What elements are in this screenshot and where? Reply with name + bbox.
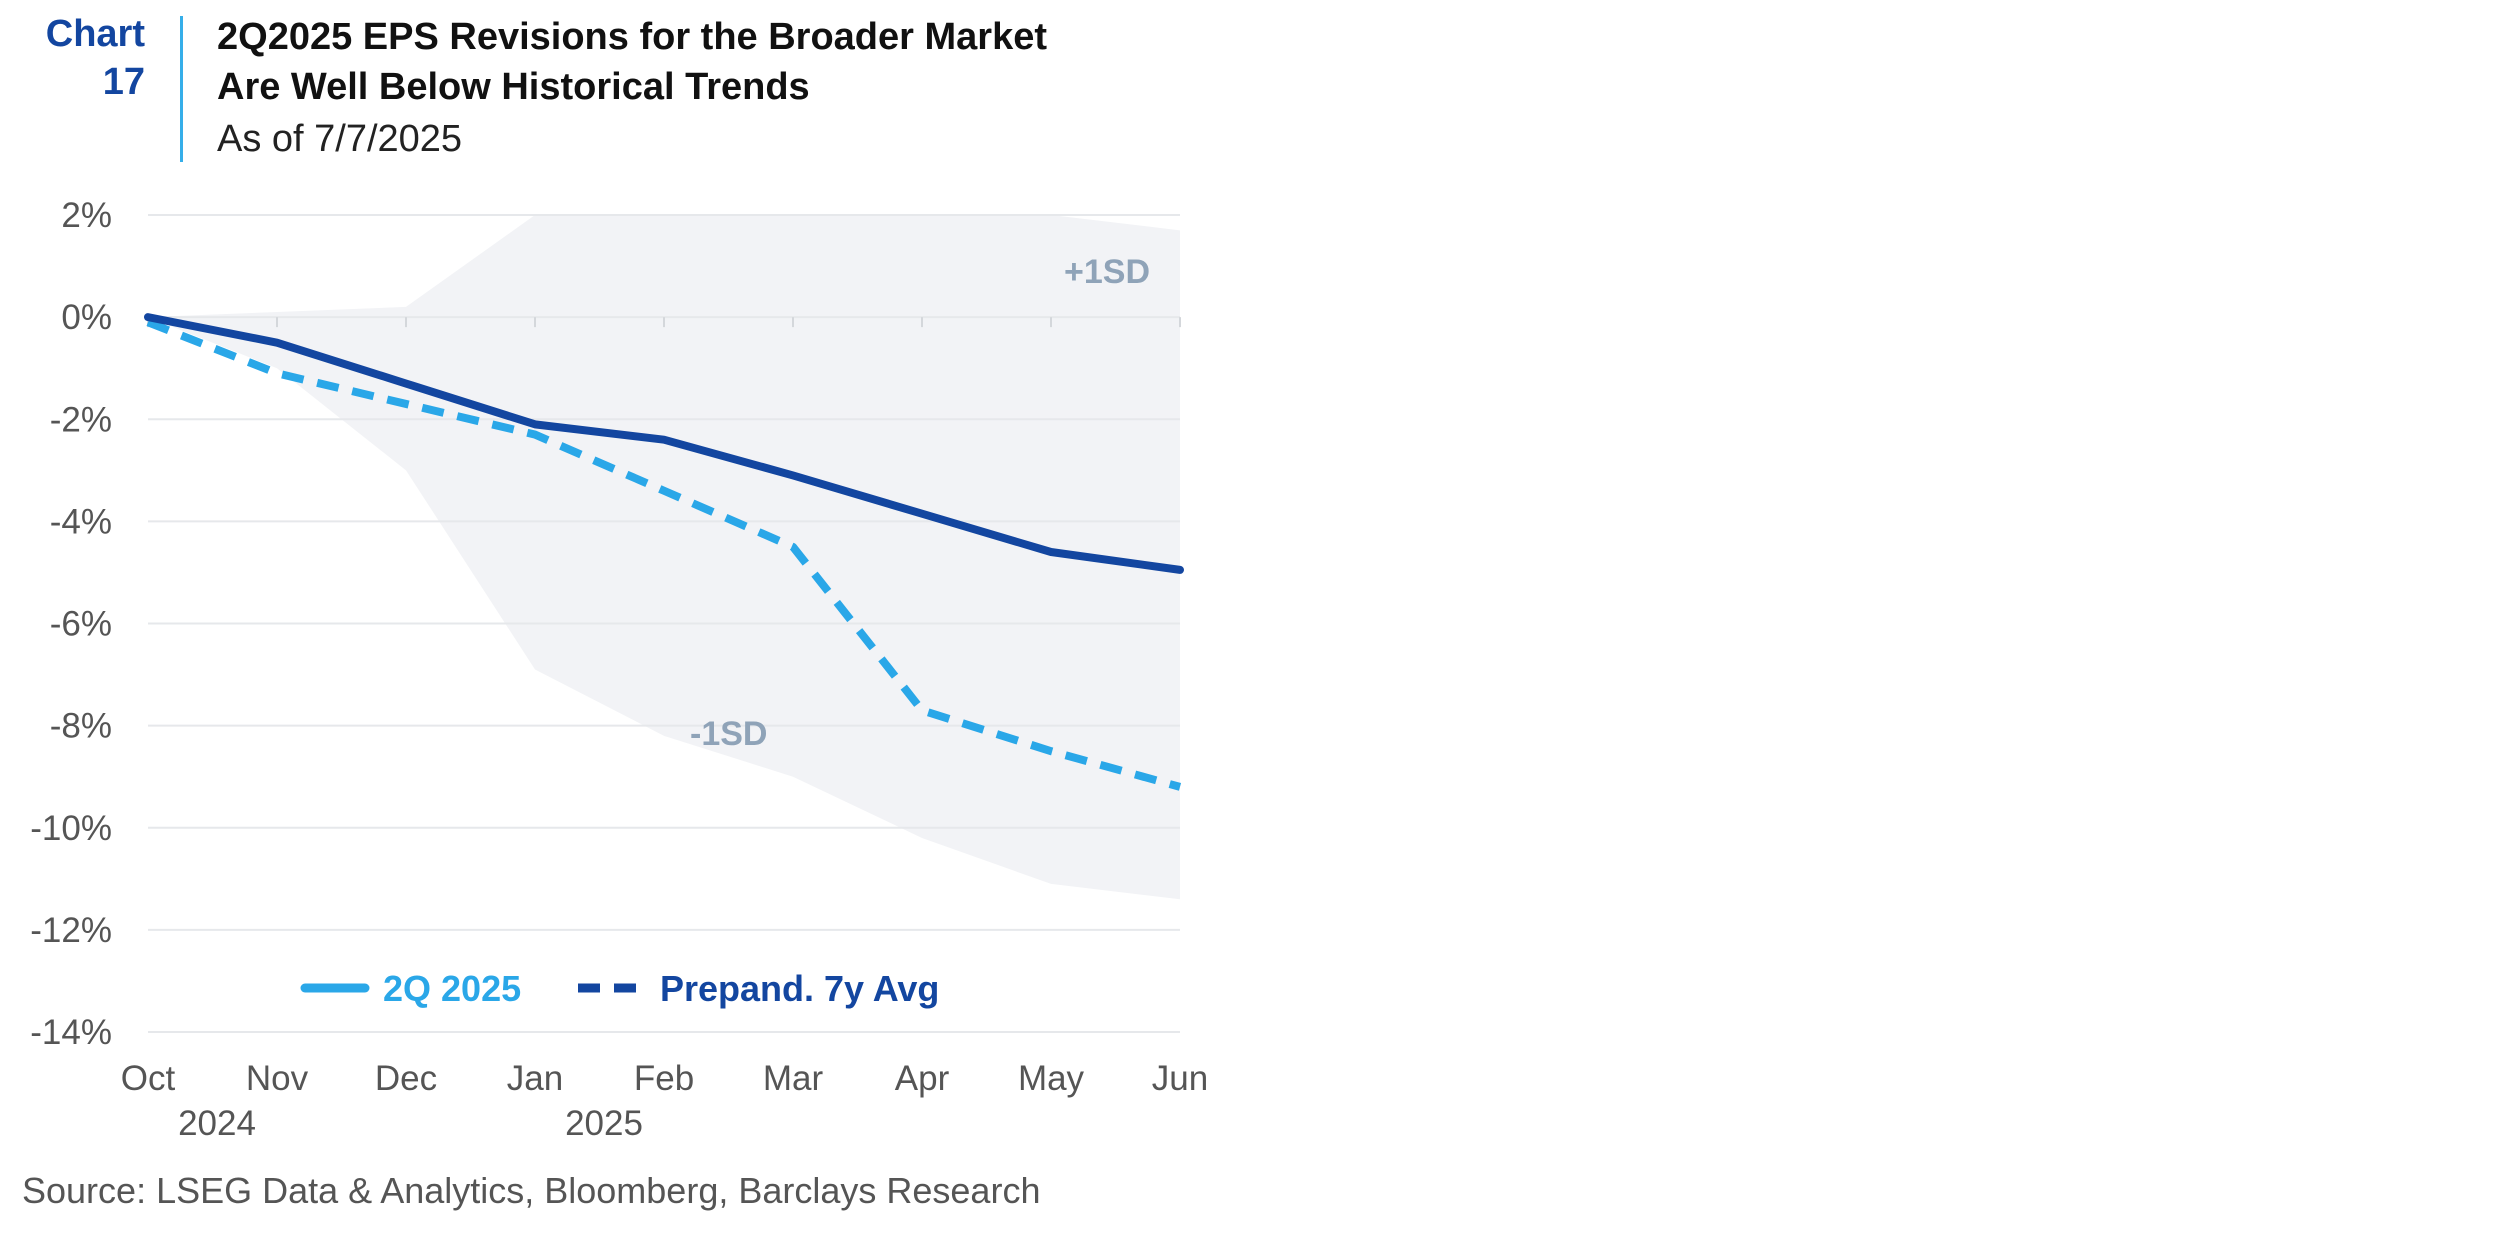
x-tick-label: Mar (763, 1059, 824, 1098)
y-tick-label: -10% (30, 809, 112, 848)
y-tick-label: 0% (61, 298, 112, 337)
series-line-prepand-7y-avg (144, 313, 1184, 574)
x-year-label: 2025 (565, 1104, 643, 1143)
x-tick-label: Nov (246, 1059, 309, 1098)
x-tick-label: Oct (121, 1059, 176, 1098)
y-tick-label: -14% (30, 1013, 112, 1052)
x-tick-label: Jun (1152, 1059, 1208, 1098)
band-upper-label: +1SD (1064, 253, 1150, 291)
source-note: Source: LSEG Data & Analytics, Bloomberg… (22, 1170, 1041, 1211)
chart-subtitle: As of 7/7/2025 (217, 118, 463, 160)
y-tick-label: -12% (30, 911, 112, 950)
x-tick-label: Apr (895, 1059, 950, 1098)
y-tick-label: -8% (50, 707, 112, 746)
title-divider (180, 16, 183, 162)
x-tick-label: Jan (507, 1059, 563, 1098)
legend-label-2q-2025: 2Q 2025 (383, 968, 521, 1009)
series-line-2q-2025 (146, 318, 1182, 791)
x-tick-label: May (1018, 1059, 1085, 1098)
band-lower-label: -1SD (690, 715, 767, 753)
y-tick-label: -4% (50, 502, 112, 541)
chart-number-label: Chart 17 (10, 10, 145, 106)
chart-word: Chart (45, 13, 145, 55)
y-tick-label: 2% (61, 196, 112, 235)
x-tick-label: Feb (634, 1059, 694, 1098)
chart-title: 2Q2025 EPS Revisions for the Broader Mar… (217, 12, 1047, 112)
x-tick-label: Dec (375, 1059, 437, 1098)
title-line-1: 2Q2025 EPS Revisions for the Broader Mar… (217, 16, 1047, 58)
x-year-label: 2024 (178, 1104, 256, 1143)
chart-number: 17 (102, 61, 145, 103)
legend-label-prepand: Prepand. 7y Avg (660, 968, 939, 1009)
y-tick-label: -2% (50, 400, 112, 439)
title-line-2: Are Well Below Historical Trends (217, 66, 810, 108)
y-tick-label: -6% (50, 605, 112, 644)
